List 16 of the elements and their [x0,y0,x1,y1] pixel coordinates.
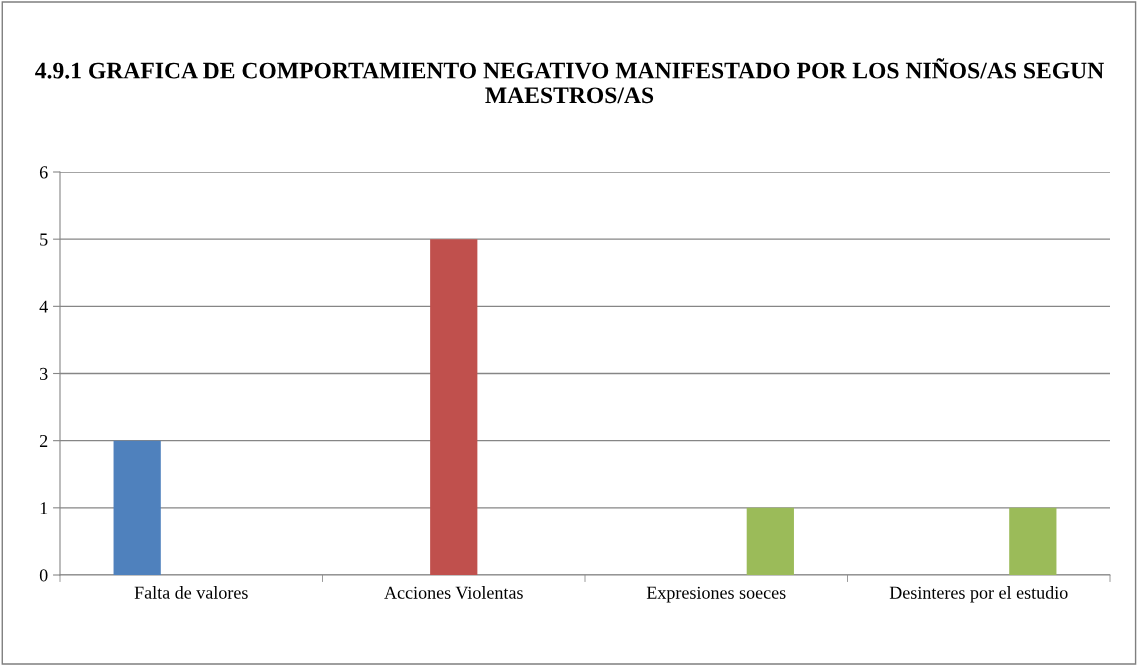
x-tick-label: Desinteres por el estudio [889,586,1068,603]
x-tick-label: Acciones Violentas [384,586,523,599]
y-tick-label: 1 [40,502,48,515]
chart-title: 4.9.1 GRAFICA DE COMPORTAMIENTO NEGATIVO MANIFESTADO POR LOS NIÑOS/AS SEGUN MAESTROS/AS [35,58,1104,104]
x-tick-label: Expresiones soeces [646,586,786,603]
y-tick-label: 6 [39,166,48,179]
y-tick-label: 5 [40,233,48,246]
y-tick-label: 2 [39,434,48,447]
y-tick-label: 4 [39,300,48,313]
bar [430,239,478,575]
bar [113,440,161,575]
bar [1009,507,1057,575]
y-tick-label: 3 [40,367,48,380]
bar [746,507,794,575]
x-tick-label: Falta de valores [134,586,248,599]
y-tick-label: 0 [39,569,48,582]
